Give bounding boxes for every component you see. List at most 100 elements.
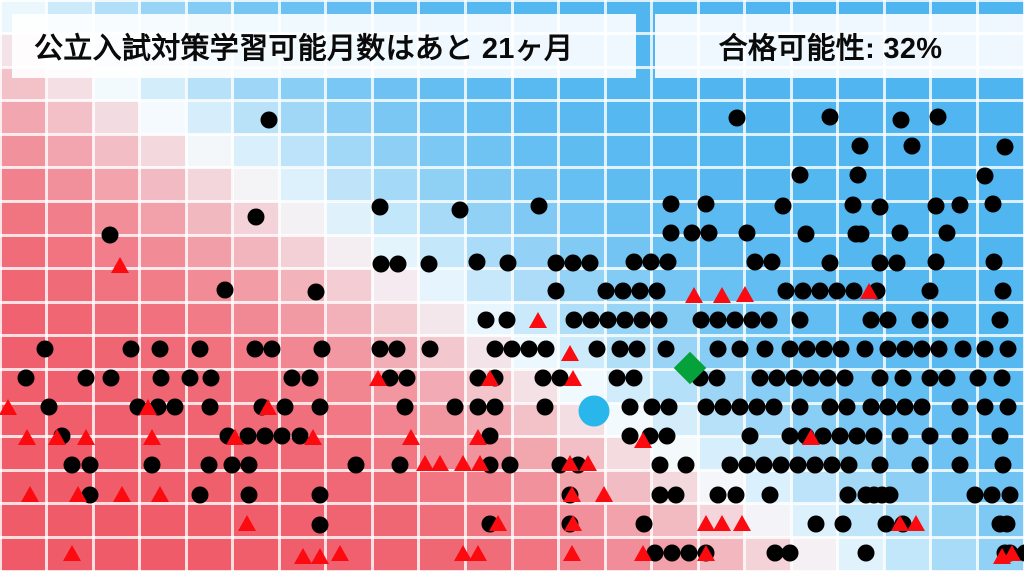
data-point (768, 369, 786, 387)
data-point (951, 196, 969, 214)
heatmap-cell (605, 201, 652, 236)
data-point-warning (634, 432, 652, 448)
data-point (994, 282, 1012, 300)
data-point-warning (736, 286, 754, 302)
data-point (821, 108, 839, 126)
current-position-marker[interactable] (578, 395, 610, 427)
data-point (998, 515, 1016, 533)
data-point (663, 544, 681, 562)
data-point-warning (294, 548, 312, 564)
data-point (667, 486, 685, 504)
data-point (791, 398, 809, 416)
data-point (976, 340, 994, 358)
heatmap-cell (791, 134, 838, 168)
data-point-warning (113, 486, 131, 502)
data-point-warning (469, 545, 487, 561)
data-point (847, 225, 865, 243)
data-point-warning (369, 370, 387, 386)
heatmap-cell (558, 167, 606, 202)
data-point (122, 340, 140, 358)
data-point (389, 255, 407, 273)
heatmap-cell (884, 537, 931, 571)
data-point (709, 340, 727, 358)
data-point (313, 340, 331, 358)
data-point (599, 311, 617, 329)
data-point (166, 398, 184, 416)
data-point (263, 340, 281, 358)
data-point (748, 398, 766, 416)
data-point (697, 398, 715, 416)
heatmap-cell (93, 167, 140, 202)
heatmap-cell (0, 201, 47, 236)
data-point (951, 398, 969, 416)
heatmap-cell (512, 470, 559, 504)
heatmap-cell (0, 100, 47, 135)
heatmap-cell (46, 167, 94, 202)
data-point (200, 456, 218, 474)
heatmap-cell (186, 100, 233, 135)
data-point (311, 486, 329, 504)
data-point (951, 427, 969, 445)
data-point (651, 486, 669, 504)
data-point (658, 427, 676, 445)
data-point (772, 456, 790, 474)
data-point (954, 340, 972, 358)
heatmap-cell (279, 302, 326, 336)
data-point-warning (802, 429, 820, 445)
heatmap-cell (930, 167, 978, 202)
heatmap-cell (232, 369, 280, 404)
data-point-warning (561, 345, 579, 361)
heatmap-cell (325, 100, 373, 135)
data-point (743, 311, 761, 329)
data-point-warning (595, 486, 613, 502)
heatmap-cell (651, 503, 699, 538)
pass-probability-panel: 合格可能性: 32% (655, 14, 1024, 78)
data-point-warning (713, 287, 731, 303)
data-point (802, 369, 820, 387)
data-point-warning (0, 399, 17, 415)
data-point (815, 340, 833, 358)
heatmap-cell (0, 503, 47, 538)
data-point (608, 369, 626, 387)
heatmap-cell (372, 268, 419, 303)
data-point (276, 398, 294, 416)
data-point (836, 369, 854, 387)
data-point (677, 456, 695, 474)
heatmap-cell (837, 100, 885, 135)
data-point (240, 486, 258, 504)
data-point (930, 340, 948, 358)
data-point (746, 253, 764, 271)
data-point (537, 340, 555, 358)
heatmap-cell (930, 503, 978, 538)
heatmap-cell (465, 100, 512, 135)
data-point (819, 369, 837, 387)
data-point (896, 340, 914, 358)
data-point (848, 427, 866, 445)
data-point (913, 398, 931, 416)
data-point (616, 311, 634, 329)
data-point (371, 198, 389, 216)
data-point (223, 456, 241, 474)
data-point-warning (331, 545, 349, 561)
study-months-label: 公立入試対策学習可能月数はあと 21ヶ月 (34, 33, 574, 65)
heatmap-cell (232, 167, 280, 202)
heatmap-cell (418, 503, 466, 538)
heatmap-cell (372, 537, 419, 571)
data-point (991, 427, 1009, 445)
heatmap-cell (605, 100, 652, 135)
data-point (728, 109, 746, 127)
data-point (659, 253, 677, 271)
data-point-warning (471, 455, 489, 471)
data-point (794, 282, 812, 300)
data-point (844, 196, 862, 214)
heatmap-cell (325, 503, 373, 538)
data-point (388, 340, 406, 358)
heatmap-cell (744, 134, 792, 168)
data-point (927, 197, 945, 215)
data-point (785, 369, 803, 387)
data-point-warning (259, 399, 277, 415)
heatmap-cell (279, 167, 326, 202)
data-point (421, 340, 439, 358)
heatmap-cell (418, 134, 466, 168)
